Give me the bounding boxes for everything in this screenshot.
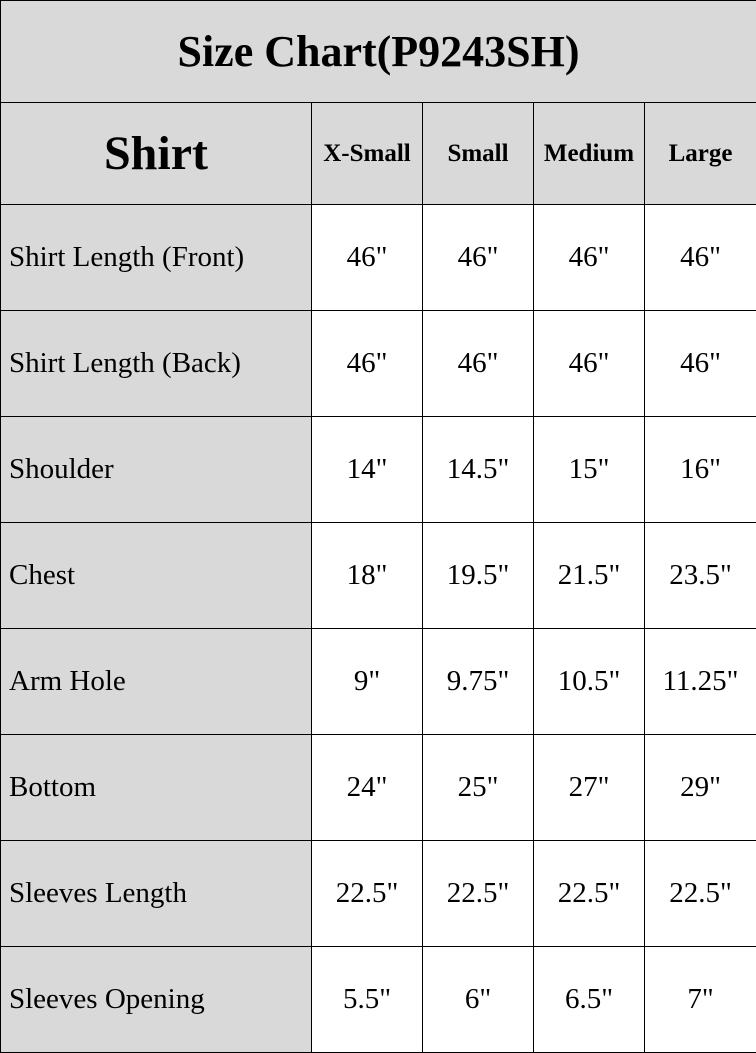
value-cell: 46" <box>423 205 534 311</box>
value-cell: 9" <box>312 629 423 735</box>
value-cell: 14.5" <box>423 417 534 523</box>
value-cell: 6.5" <box>534 947 645 1053</box>
value-cell: 9.75" <box>423 629 534 735</box>
row-label: Chest <box>1 523 312 629</box>
table-row: Shirt Length (Back)46"46"46"46" <box>1 311 756 417</box>
header-row: Shirt X-Small Small Medium Large <box>1 103 756 205</box>
value-cell: 11.25" <box>645 629 756 735</box>
value-cell: 15" <box>534 417 645 523</box>
row-label: Sleeves Opening <box>1 947 312 1053</box>
value-cell: 21.5" <box>534 523 645 629</box>
value-cell: 23.5" <box>645 523 756 629</box>
value-cell: 7" <box>645 947 756 1053</box>
row-label: Shoulder <box>1 417 312 523</box>
row-label: Arm Hole <box>1 629 312 735</box>
value-cell: 46" <box>312 205 423 311</box>
chart-title: Size Chart(P9243SH) <box>1 1 756 103</box>
table-row: Shirt Length (Front)46"46"46"46" <box>1 205 756 311</box>
header-cell: Small <box>423 103 534 205</box>
value-cell: 22.5" <box>423 841 534 947</box>
value-cell: 5.5" <box>312 947 423 1053</box>
value-cell: 14" <box>312 417 423 523</box>
header-cell: Shirt <box>1 103 312 205</box>
row-label: Shirt Length (Back) <box>1 311 312 417</box>
value-cell: 16" <box>645 417 756 523</box>
value-cell: 10.5" <box>534 629 645 735</box>
value-cell: 24" <box>312 735 423 841</box>
row-label: Shirt Length (Front) <box>1 205 312 311</box>
value-cell: 46" <box>423 311 534 417</box>
header-cell: X-Small <box>312 103 423 205</box>
value-cell: 46" <box>534 205 645 311</box>
value-cell: 19.5" <box>423 523 534 629</box>
value-cell: 18" <box>312 523 423 629</box>
value-cell: 27" <box>534 735 645 841</box>
row-label: Bottom <box>1 735 312 841</box>
value-cell: 6" <box>423 947 534 1053</box>
value-cell: 22.5" <box>645 841 756 947</box>
value-cell: 22.5" <box>534 841 645 947</box>
value-cell: 22.5" <box>312 841 423 947</box>
value-cell: 46" <box>312 311 423 417</box>
header-cell: Large <box>645 103 756 205</box>
value-cell: 25" <box>423 735 534 841</box>
header-cell: Medium <box>534 103 645 205</box>
row-label: Sleeves Length <box>1 841 312 947</box>
value-cell: 46" <box>645 205 756 311</box>
value-cell: 46" <box>534 311 645 417</box>
value-cell: 29" <box>645 735 756 841</box>
value-cell: 46" <box>645 311 756 417</box>
